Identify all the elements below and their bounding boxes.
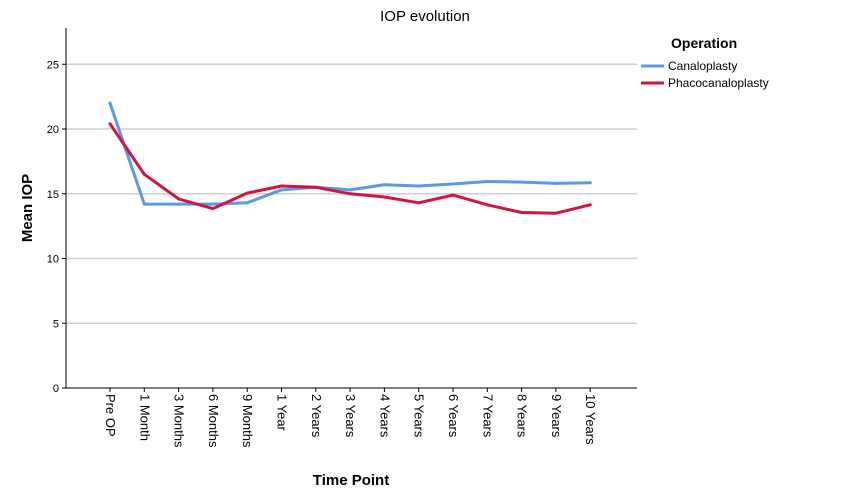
data-point [177, 202, 181, 206]
x-tick-label: 1 Month [137, 394, 152, 441]
y-tick-label: 15 [47, 189, 59, 201]
data-point [520, 211, 524, 215]
x-tick-label: 3 Years [343, 394, 358, 438]
series-line-phacocanaloplasty [108, 122, 592, 215]
x-tick-label: 2 Years [309, 394, 324, 438]
data-point [348, 188, 352, 192]
x-tick-label: 9 Years [549, 394, 564, 438]
data-point [417, 184, 421, 188]
legend-title: Operation [671, 35, 737, 51]
legend-label: Canaloplasty [668, 59, 737, 73]
data-point [314, 185, 318, 189]
x-tick-label: 3 Months [172, 394, 187, 448]
data-point [348, 192, 352, 196]
x-tick-label: Pre OP [103, 394, 118, 437]
data-point [280, 184, 283, 188]
data-point [520, 180, 524, 184]
x-tick-label: 7 Years [480, 394, 495, 438]
data-point [382, 183, 386, 187]
data-point [382, 195, 386, 199]
x-tick-label: 8 Years [515, 394, 530, 438]
x-tick-label: 10 Years [583, 394, 598, 445]
y-axis-title: Mean IOP [19, 174, 36, 242]
data-point [280, 188, 283, 192]
x-axis-title: Time Point [313, 472, 389, 489]
x-tick-label: 9 Months [240, 394, 255, 448]
data-point [211, 207, 215, 211]
data-point [485, 179, 489, 183]
x-tick-label: 5 Years [412, 394, 427, 438]
data-point [417, 201, 421, 205]
data-point [142, 172, 146, 176]
data-point [451, 193, 455, 197]
y-axis-ticks: 0 5 10 15 20 25 [47, 59, 66, 395]
series-lines [108, 101, 592, 215]
y-tick-label: 25 [47, 59, 59, 71]
data-point [485, 203, 489, 207]
data-point [245, 201, 249, 205]
chart-title: IOP evolution [380, 8, 470, 25]
data-point [554, 181, 558, 185]
data-point [211, 202, 215, 206]
x-tick-label: 6 Months [206, 394, 221, 448]
data-point [142, 202, 146, 206]
y-tick-label: 0 [53, 383, 59, 395]
data-point [588, 181, 592, 185]
x-tick-label: 4 Years [377, 394, 392, 438]
x-tick-label: 1 Year [275, 394, 290, 432]
legend-items: Canaloplasty Phacocanaloplasty [641, 59, 769, 90]
data-point [108, 101, 112, 105]
legend: Operation Canaloplasty Phacocanaloplasty [641, 35, 769, 90]
data-point [245, 191, 249, 195]
y-tick-label: 10 [47, 254, 59, 266]
legend-label: Phacocanaloplasty [668, 76, 769, 90]
data-point [451, 182, 455, 186]
y-tick-label: 20 [47, 124, 59, 136]
y-tick-label: 5 [53, 318, 59, 330]
data-point [108, 122, 112, 126]
x-tick-label: 6 Years [446, 394, 461, 438]
data-point [554, 211, 558, 215]
x-axis-ticks: Pre OP 1 Month 3 Months 6 Months 9 Months 1 Y… [103, 388, 598, 448]
data-point [588, 203, 592, 207]
data-point [177, 197, 181, 201]
